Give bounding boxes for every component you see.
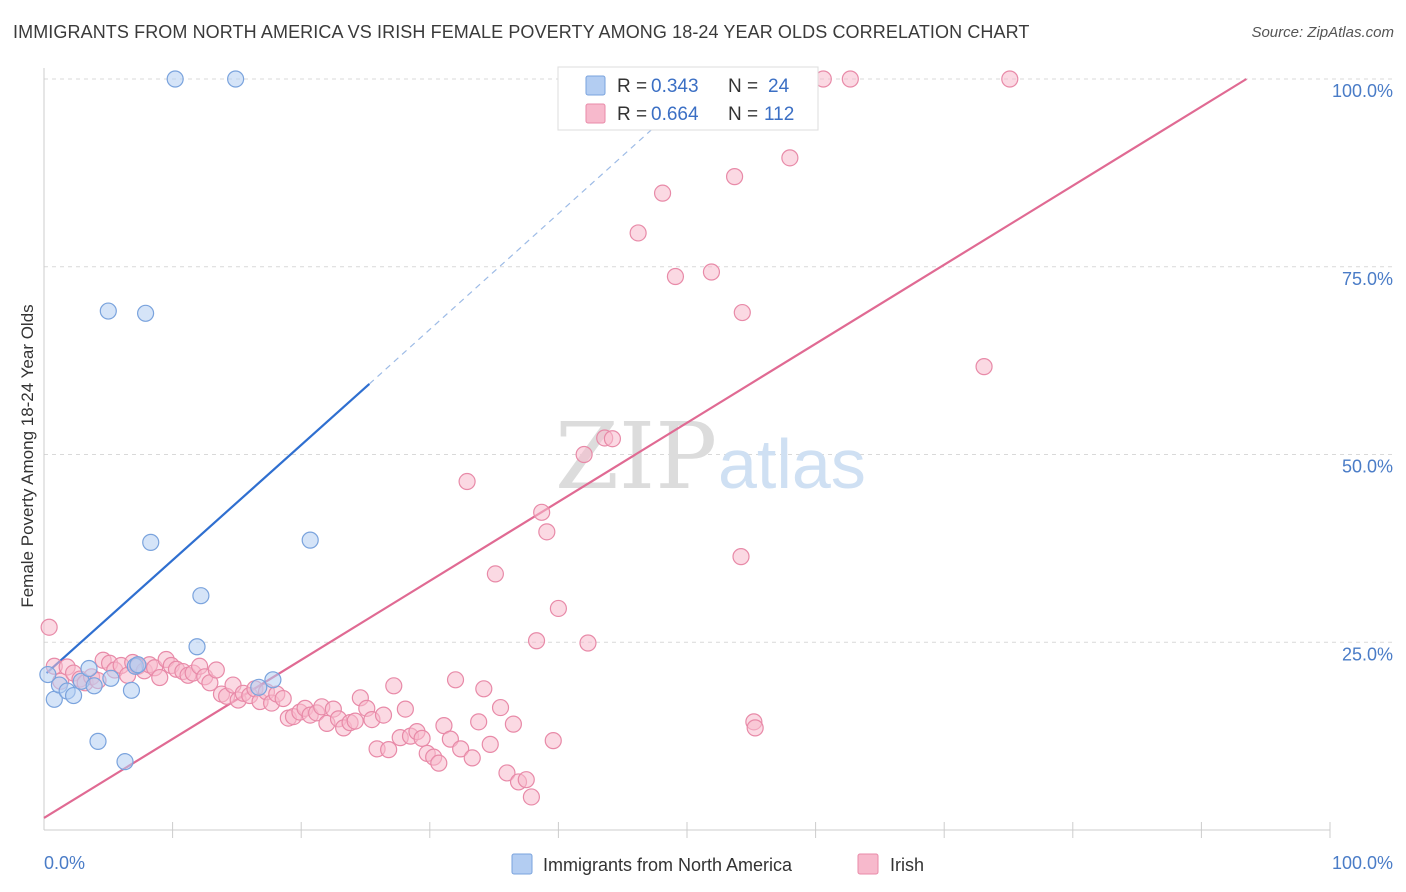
legend-r-value: 0.343 bbox=[651, 76, 699, 97]
pink-point bbox=[446, 671, 465, 689]
legend-n-value: 24 bbox=[768, 76, 790, 97]
pink-point bbox=[549, 599, 568, 618]
pink-point bbox=[603, 430, 622, 448]
axes: 25.0% 50.0% 75.0% 100.0% 0.0% 100.0% bbox=[43, 68, 1393, 873]
series-legend-swatch-blue bbox=[511, 853, 533, 875]
pink-point bbox=[498, 764, 516, 782]
legend-n-label: N = bbox=[728, 76, 758, 97]
pink-point bbox=[653, 184, 672, 202]
pink-point bbox=[517, 771, 535, 789]
pink-point bbox=[463, 749, 481, 767]
pink-point bbox=[385, 677, 403, 695]
pink-point bbox=[575, 445, 593, 464]
blue-point bbox=[80, 659, 98, 678]
blue-trend-extension bbox=[368, 97, 688, 385]
pink-point bbox=[40, 618, 58, 636]
blue-point bbox=[39, 665, 57, 684]
pink-point bbox=[725, 168, 744, 186]
legend-r-value: 0.664 bbox=[651, 104, 699, 125]
pink-point bbox=[544, 732, 562, 750]
y-axis-title: Female Poverty Among 18-24 Year Olds bbox=[18, 304, 37, 607]
blue-point bbox=[99, 302, 117, 320]
grid-lines bbox=[44, 78, 1394, 643]
x-tick-label: 100.0% bbox=[1332, 853, 1393, 873]
pink-point bbox=[504, 715, 522, 733]
pink-point bbox=[666, 267, 685, 286]
blue-point bbox=[116, 753, 134, 771]
pink-point bbox=[1001, 70, 1019, 88]
watermark-atlas: atlas bbox=[718, 425, 866, 503]
y-tick-label: 100.0% bbox=[1332, 81, 1393, 101]
legend-r-label: R = bbox=[617, 104, 647, 125]
blue-point bbox=[85, 677, 103, 695]
blue-point bbox=[192, 587, 210, 605]
legend-swatch-blue bbox=[585, 75, 606, 96]
y-tick-label: 50.0% bbox=[1342, 457, 1393, 477]
pink-trend-line bbox=[43, 78, 1247, 819]
legend-r-label: R = bbox=[617, 76, 647, 97]
legend-n-label: N = bbox=[728, 104, 758, 125]
pink-point bbox=[538, 523, 556, 541]
chart-title: IMMIGRANTS FROM NORTH AMERICA VS IRISH F… bbox=[13, 22, 1030, 42]
y-tick-label: 75.0% bbox=[1342, 269, 1393, 289]
pink-point bbox=[527, 632, 546, 650]
pink-point bbox=[481, 735, 499, 753]
pink-point bbox=[733, 303, 751, 322]
pink-point bbox=[380, 741, 398, 759]
pink-point bbox=[458, 472, 476, 491]
blue-point bbox=[89, 732, 107, 750]
x-tick-label: 0.0% bbox=[44, 853, 85, 873]
source-credit: Source: ZipAtlas.com bbox=[1251, 24, 1394, 41]
pink-point bbox=[346, 712, 364, 730]
pink-point bbox=[274, 689, 292, 708]
trend-lines bbox=[43, 78, 1247, 819]
blue-point bbox=[264, 671, 282, 689]
series-legend-swatch-pink bbox=[857, 853, 879, 875]
blue-point bbox=[122, 681, 141, 699]
blue-point bbox=[102, 669, 120, 687]
blue-point bbox=[188, 638, 206, 656]
pink-point bbox=[629, 224, 647, 242]
blue-point bbox=[301, 531, 319, 549]
correlation-legend: R = 0.343 N = 24 R = 0.664 N = 112 bbox=[557, 66, 819, 131]
pink-point bbox=[702, 263, 721, 281]
blue-trend-line bbox=[45, 383, 371, 674]
y-tick-label: 25.0% bbox=[1342, 644, 1393, 664]
pink-point bbox=[841, 70, 859, 88]
pink-point bbox=[975, 358, 993, 376]
series-legend-label: Irish bbox=[890, 855, 924, 875]
blue-point bbox=[142, 533, 160, 551]
pink-point bbox=[732, 548, 750, 566]
legend-n-value: 112 bbox=[764, 104, 794, 125]
pink-point bbox=[413, 729, 431, 747]
pink-point bbox=[396, 700, 414, 718]
pink-point bbox=[533, 503, 551, 521]
pink-point bbox=[430, 754, 448, 772]
blue-point bbox=[250, 678, 268, 696]
pink-point bbox=[781, 149, 799, 167]
pink-point bbox=[579, 634, 597, 652]
series-legend-label: Immigrants from North America bbox=[543, 855, 793, 875]
pink-point bbox=[475, 680, 493, 698]
blue-point bbox=[64, 686, 83, 705]
watermark: ZIP atlas bbox=[555, 403, 866, 510]
pink-point bbox=[746, 719, 764, 737]
blue-point bbox=[129, 656, 147, 674]
pink-point bbox=[522, 788, 540, 806]
pink-point bbox=[452, 740, 470, 758]
pink-point bbox=[491, 698, 510, 717]
blue-point bbox=[136, 304, 155, 322]
blue-point bbox=[166, 70, 184, 88]
blue-point bbox=[227, 70, 245, 88]
legend-swatch-pink bbox=[585, 103, 606, 124]
pink-point bbox=[374, 706, 393, 724]
pink-point bbox=[486, 565, 504, 583]
pink-point bbox=[151, 668, 169, 687]
series-legend: Immigrants from North America Irish bbox=[511, 853, 924, 875]
data-points bbox=[39, 70, 1019, 806]
pink-point bbox=[207, 661, 225, 679]
pink-point bbox=[470, 713, 488, 731]
